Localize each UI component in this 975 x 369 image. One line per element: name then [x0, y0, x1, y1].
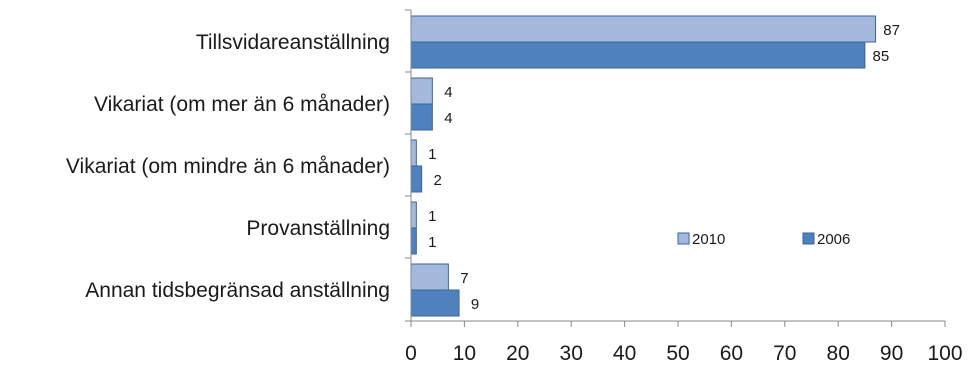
bar-2006-vikariat-om-mindre-an-6-manader	[410, 165, 423, 193]
x-tick-label-10: 10	[453, 342, 476, 365]
x-tick-label-60: 60	[720, 342, 743, 365]
x-tick-label-30: 30	[560, 342, 583, 365]
axes	[405, 9, 946, 327]
bar-2006-vikariat-om-mer-an-6-manader	[410, 103, 433, 131]
x-tick-label-80: 80	[827, 342, 850, 365]
data-label-2006-vikariat-om-mindre-an-6-manader: 2	[434, 172, 442, 189]
data-label-2006-vikariat-om-mer-an-6-manader: 4	[444, 110, 452, 127]
data-label-2010-tillsvidareanstallning: 87	[883, 22, 900, 39]
data-labels: 87 4 1 1 7 85 4 2 1 9	[428, 22, 900, 313]
bar-2010-tillsvidareanstallning	[410, 15, 877, 43]
category-label-annan-tidsbegransad-anstallning: Annan tidsbegränsad anställning	[85, 279, 390, 302]
category-label-vikariat-om-mindre-an-6-manader: Vikariat (om mindre än 6 månader)	[66, 155, 390, 178]
x-tick-label-90: 90	[880, 342, 903, 365]
data-label-2010-vikariat-om-mer-an-6-manader: 4	[444, 84, 452, 101]
legend-swatch-2010	[677, 232, 690, 245]
category-label-provanstallning: Provanställning	[246, 217, 390, 240]
category-label-vikariat-om-mer-an-6-manader: Vikariat (om mer än 6 månader)	[94, 93, 390, 116]
data-label-2006-provanstallning: 1	[428, 234, 436, 251]
data-label-2006-annan-tidsbegransad-anstallning: 9	[471, 296, 479, 313]
bar-2010-annan-tidsbegransad-anstallning	[410, 263, 449, 291]
x-tick-label-20: 20	[506, 342, 529, 365]
legend-label-2010: 2010	[692, 231, 725, 248]
bar-2006-provanstallning	[410, 227, 417, 255]
x-tick-label-40: 40	[613, 342, 636, 365]
legend-swatch-2006	[802, 232, 815, 245]
legend: 2010 2006	[677, 231, 850, 248]
legend-label-2006: 2006	[817, 231, 850, 248]
bar-2010-provanstallning	[410, 201, 417, 229]
data-label-2010-vikariat-om-mindre-an-6-manader: 1	[428, 146, 436, 163]
x-tick-labels: 0 10 20 30 40 50 60 70 80 90 100	[405, 342, 962, 365]
data-label-2010-provanstallning: 1	[428, 208, 436, 225]
bar-2006-tillsvidareanstallning	[410, 41, 866, 69]
bars	[410, 15, 877, 317]
category-labels: Tillsvidareanställning Vikariat (om mer ä…	[66, 31, 390, 302]
bar-2006-annan-tidsbegransad-anstallning	[410, 289, 460, 317]
x-tick-label-50: 50	[666, 342, 689, 365]
bar-2010-vikariat-om-mindre-an-6-manader	[410, 139, 417, 167]
bar-2010-vikariat-om-mer-an-6-manader	[410, 77, 433, 105]
data-label-2010-annan-tidsbegransad-anstallning: 7	[460, 270, 468, 287]
x-tick-label-100: 100	[927, 342, 962, 365]
x-tick-label-0: 0	[405, 342, 417, 365]
data-label-2006-tillsvidareanstallning: 85	[873, 48, 890, 65]
category-label-tillsvidareanstallning: Tillsvidareanställning	[196, 31, 390, 54]
x-tick-label-70: 70	[773, 342, 796, 365]
